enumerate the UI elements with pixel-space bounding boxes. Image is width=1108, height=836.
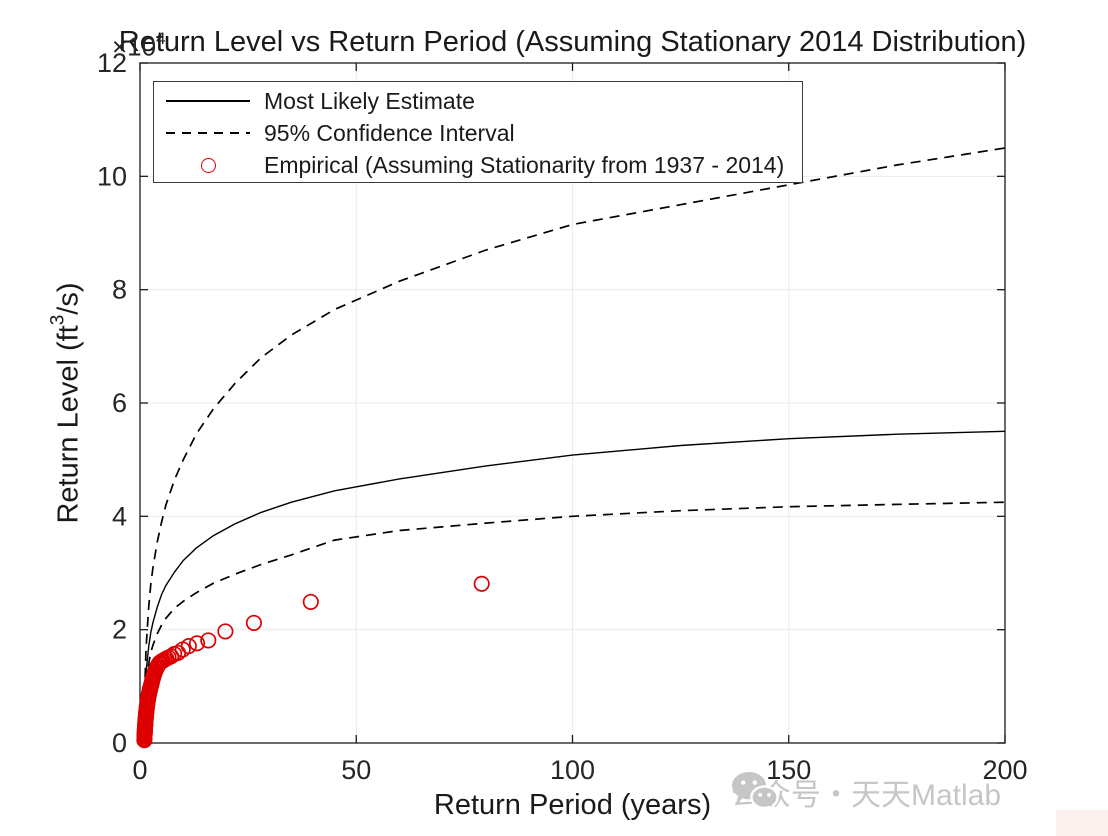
empirical-point <box>473 575 490 592</box>
empirical-point <box>136 732 153 749</box>
exponent-sup: 4 <box>156 29 166 48</box>
confidence-interval-curve <box>143 147 1006 729</box>
y-tick-label: 6 <box>112 388 127 418</box>
empirical-point <box>188 635 206 652</box>
y-tick-label: 4 <box>112 501 127 531</box>
legend-box: Most Likely Estimate 95% Confidence Inte… <box>153 81 803 183</box>
y-axis-exponent-label: ×104 <box>112 29 166 63</box>
confidence-interval-curve <box>143 501 1006 735</box>
y-tick-label: 12 <box>97 48 127 78</box>
wechat-icon <box>732 772 779 812</box>
legend-item-empirical: Empirical (Assuming Stationarity from 19… <box>154 149 802 181</box>
empirical-point <box>217 623 234 640</box>
legend-sample-area <box>166 132 250 134</box>
legend-item-label: Empirical (Assuming Stationarity from 19… <box>264 151 785 178</box>
y-tick-label: 2 <box>112 615 127 645</box>
y-axis-label-post: /s) <box>52 282 85 315</box>
x-tick-label: 0 <box>132 755 147 785</box>
most-likely-curve <box>143 430 1006 732</box>
faint-corner-watermark-box <box>1056 810 1108 836</box>
y-tick-label: 8 <box>112 275 127 305</box>
solid-line-sample <box>166 100 250 102</box>
empirical-point <box>302 593 319 610</box>
exponent-base: ×10 <box>112 31 157 62</box>
y-axis-label-sup: 3 <box>47 314 69 326</box>
dashed-line-sample <box>166 132 250 134</box>
legend-sample-area <box>166 100 250 102</box>
y-axis-label: Return Level (ft3/s) <box>47 282 86 524</box>
red-circle-marker-sample <box>200 157 216 173</box>
empirical-point <box>200 632 217 649</box>
x-tick-label: 200 <box>982 755 1027 785</box>
legend-item-label: Most Likely Estimate <box>264 87 475 114</box>
legend-sample-area <box>166 157 250 173</box>
legend-item-confidence-interval: 95% Confidence Interval <box>154 117 802 149</box>
y-axis-label-pre: Return Level (ft <box>52 325 85 524</box>
empirical-point <box>245 614 262 631</box>
y-tick-label: 10 <box>97 161 127 191</box>
watermark: 公众号・天天Matlab <box>731 770 1001 814</box>
x-axis-label: Return Period (years) <box>433 789 712 821</box>
x-tick-label: 50 <box>341 755 371 785</box>
x-tick-label: 150 <box>766 755 811 785</box>
legend-item-most-likely: Most Likely Estimate <box>154 85 802 117</box>
y-tick-label: 0 <box>112 728 127 758</box>
chart-title: Return Level vs Return Period (Assuming … <box>118 26 1027 58</box>
empirical-point <box>174 641 191 658</box>
legend-item-label: 95% Confidence Interval <box>264 119 515 146</box>
x-tick-label: 100 <box>550 755 595 785</box>
